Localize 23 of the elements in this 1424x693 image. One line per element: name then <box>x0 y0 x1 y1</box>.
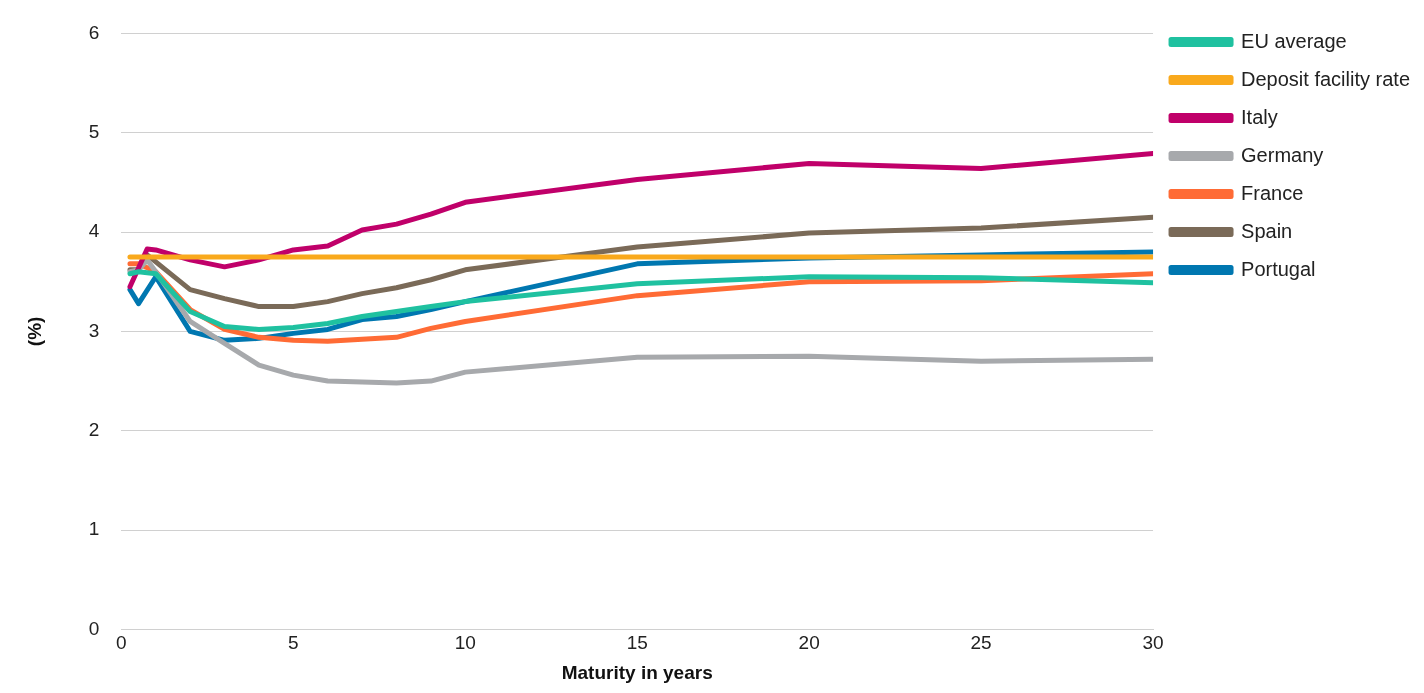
legend-label: Portugal <box>1241 257 1316 280</box>
legend-label: EU average <box>1241 29 1347 52</box>
y-tick-label: 3 <box>88 319 100 341</box>
legend-label: Spain <box>1241 219 1293 242</box>
y-tick-label: 2 <box>88 418 100 440</box>
x-tick-label: 30 <box>1142 632 1164 654</box>
y-axis-title: (%) <box>23 316 45 347</box>
x-tick-label: 10 <box>454 632 476 654</box>
x-tick-label: 25 <box>970 632 992 654</box>
y-tick-label: 5 <box>88 120 100 142</box>
legend-label: Italy <box>1241 105 1278 128</box>
y-tick-label: 6 <box>88 21 100 43</box>
legend-label: France <box>1241 181 1304 204</box>
legend-label: Germany <box>1241 143 1324 166</box>
x-tick-label: 0 <box>116 632 127 654</box>
y-tick-label: 1 <box>88 518 100 540</box>
y-tick-label: 0 <box>88 617 100 639</box>
x-tick-label: 15 <box>626 632 648 654</box>
x-tick-label: 20 <box>798 632 820 654</box>
y-tick-label: 4 <box>88 220 100 242</box>
x-axis-title: Maturity in years <box>561 661 713 683</box>
legend-label: Deposit facility rate <box>1241 67 1411 90</box>
x-tick-label: 5 <box>288 632 299 654</box>
